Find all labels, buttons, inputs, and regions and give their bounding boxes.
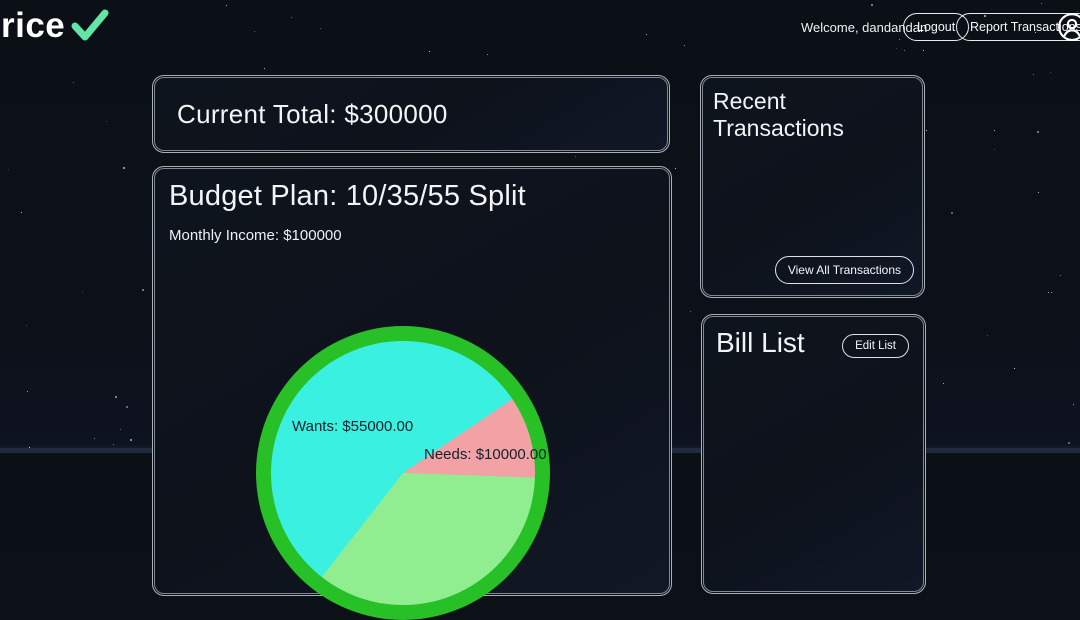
- star-dot: [1048, 292, 1049, 293]
- star-dot: [8, 169, 9, 170]
- star-dot: [120, 429, 121, 430]
- star-dot: [1033, 74, 1034, 75]
- budget-pie-slices: [271, 341, 535, 605]
- star-dot: [106, 121, 107, 122]
- star-dot: [113, 444, 114, 445]
- recent-transactions-title: Recent Transactions: [713, 88, 844, 141]
- star-dot: [26, 325, 27, 326]
- star-dot: [951, 212, 953, 214]
- budget-pie-chart[interactable]: [256, 326, 550, 620]
- star-dot: [1077, 11, 1078, 12]
- star-dot: [487, 54, 488, 55]
- star-dot: [926, 130, 927, 131]
- logo-check-icon: [70, 9, 110, 48]
- star-dot: [1014, 368, 1015, 369]
- star-dot: [320, 28, 321, 29]
- star-dot: [1035, 32, 1036, 33]
- star-dot: [1060, 275, 1061, 276]
- star-dot: [994, 149, 995, 150]
- star-dot: [264, 68, 265, 69]
- star-dot: [871, 4, 873, 6]
- star-dot: [1038, 192, 1039, 193]
- star-dot: [923, 50, 924, 51]
- star-dot: [575, 156, 576, 157]
- account-icon[interactable]: [1057, 12, 1080, 47]
- bill-list-card: Bill List Edit List: [701, 314, 926, 594]
- star-dot: [984, 15, 986, 17]
- star-dot: [115, 396, 117, 398]
- star-dot: [896, 48, 897, 49]
- star-dot: [429, 51, 430, 52]
- current-total-card: Current Total: $300000: [152, 75, 670, 153]
- view-all-transactions-button[interactable]: View All Transactions: [774, 256, 914, 284]
- budget-plan-title: Budget Plan: 10/35/55 Split: [169, 180, 526, 212]
- star-dot: [1068, 442, 1070, 444]
- welcome-text: Welcome, dandandan: [801, 20, 928, 35]
- monthly-income-text: Monthly Income: $100000: [169, 227, 342, 244]
- star-dot: [142, 289, 144, 291]
- report-transactions-button[interactable]: Report Transactions: [956, 13, 1080, 41]
- star-dot: [21, 212, 22, 213]
- star-dot: [123, 167, 125, 169]
- star-dot: [130, 439, 132, 441]
- recent-transactions-card: Recent Transactions View All Transaction…: [700, 75, 925, 298]
- star-dot: [82, 291, 83, 292]
- star-dot: [254, 31, 255, 32]
- pie-label-needs: Needs: $10000.00: [424, 446, 547, 463]
- star-dot: [1073, 404, 1074, 405]
- bill-list-title: Bill List: [716, 327, 805, 358]
- star-dot: [1037, 131, 1039, 133]
- star-dot: [646, 34, 647, 35]
- star-dot: [1050, 72, 1051, 73]
- star-dot: [94, 438, 95, 439]
- star-dot: [226, 5, 227, 6]
- star-dot: [291, 17, 292, 18]
- star-dot: [27, 391, 28, 392]
- star-dot: [1041, 3, 1042, 4]
- star-dot: [126, 406, 128, 408]
- app-logo-text: rice: [1, 6, 66, 45]
- star-dot: [675, 168, 676, 169]
- star-dot: [1051, 292, 1052, 293]
- edit-list-button[interactable]: Edit List: [842, 334, 909, 358]
- star-dot: [943, 383, 944, 384]
- star-dot: [29, 447, 30, 448]
- star-dot: [73, 82, 74, 83]
- current-total-title: Current Total: $300000: [177, 98, 448, 129]
- star-dot: [987, 335, 988, 336]
- logout-button[interactable]: Logout: [903, 13, 970, 41]
- pie-label-wants: Wants: $55000.00: [292, 418, 414, 435]
- star-dot: [899, 39, 900, 40]
- star-dot: [684, 45, 685, 46]
- star-dot: [690, 311, 691, 312]
- star-dot: [994, 130, 995, 131]
- star-dot: [904, 50, 905, 51]
